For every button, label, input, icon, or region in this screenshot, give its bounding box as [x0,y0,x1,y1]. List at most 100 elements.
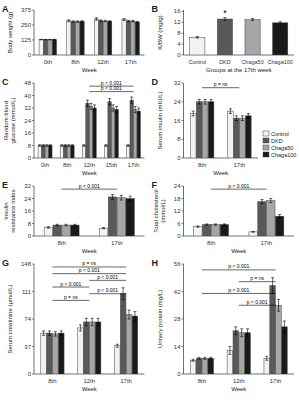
error-bar [129,196,132,201]
error-bar [283,321,286,333]
bar [267,201,275,236]
bar [94,19,98,55]
y-axis [183,83,184,158]
x-tick-label: 8th [198,378,206,384]
y-tick-label: 4 [177,41,181,47]
bracket-label: p < 0.001 [247,299,268,305]
y-axis [34,10,35,55]
error-bar [40,39,43,40]
y-tick-label: 16 [174,118,181,124]
panel: H0142842568th12th17thWeekUrinary protein… [152,258,295,392]
legend-label: Control [271,131,289,137]
y-tick-label: 0 [28,233,32,239]
bracket-label: p < 0.001 [97,287,118,293]
y-tick-label: 28 [174,316,181,322]
legend-label: Chaga50 [271,145,293,151]
bar [82,146,85,159]
bar [245,333,251,374]
y-tick-label: 0 [177,371,181,377]
y-axis-label: Random bloodglucose (mmol/L) [3,97,16,143]
bar [111,108,114,158]
bar [234,118,240,158]
y-axis [34,264,35,374]
bar [220,225,228,236]
bar [202,102,208,158]
x-axis-label: Groups at the 17th week [206,67,272,73]
bar [44,227,52,236]
bar [44,40,48,55]
error-bar [278,215,281,218]
error-bar [234,327,237,335]
y-axis [34,186,35,236]
bar [99,21,103,55]
error-bar [241,116,244,121]
error-bar [192,359,195,361]
error-bar [133,312,136,321]
y-axis-label: Total cholesterol(mmol/L) [153,189,166,232]
bar [42,146,45,159]
error-bar [49,39,52,40]
bar [104,146,107,159]
panel-title: C [2,77,9,87]
error-bar [73,224,76,226]
bar [99,228,107,236]
x-tick-label: 8th [71,59,79,65]
bracket [211,189,266,190]
error-bar [53,39,56,40]
legend-label: DKD [271,138,283,144]
error-bar [76,21,79,22]
bar [131,21,135,55]
bracket [89,280,126,281]
bar [67,146,70,159]
panel: F061218248th17thWeekTotal cholesterol(mm… [152,180,295,254]
error-bar [45,145,48,147]
bar [275,216,283,236]
panel-title: E [2,180,8,190]
y-axis-label-line: (mmol/L) [160,199,166,223]
x-tick-label: 8th [198,162,206,168]
y-tick-label: 24 [24,196,31,202]
error-bar [198,99,201,104]
x-tick-label: 8th [63,162,71,168]
y-axis-label-line: resistance index [10,189,16,232]
y-axis-label-line: Urinary protein (mg/L) [157,290,163,348]
panel-title: G [2,258,9,268]
bar [117,198,125,236]
error-bar [240,329,243,337]
figure: A01252503750th8th12th17thWeekBody weight… [0,0,299,400]
error-bar [196,36,199,38]
x-axis-label: Week [82,248,98,254]
error-bar [271,278,274,294]
error-bar [42,145,45,147]
error-bar [214,224,217,225]
error-bar [44,39,47,40]
error-bar [97,318,100,325]
bar [202,358,208,374]
marks [190,99,251,158]
error-bar [279,22,282,24]
bar [86,103,89,158]
x-tick-label: 17th [128,162,140,168]
y-axis-label: Urinary protein (mg/L) [157,290,163,348]
bar [132,316,138,374]
y-axis [183,10,184,55]
bracket [202,87,239,88]
error-bar [277,299,280,311]
bar [190,113,196,158]
legend-swatch [263,131,269,136]
bar [134,110,137,158]
bar [194,227,202,236]
error-bar [71,145,74,147]
bracket [52,287,89,288]
y-tick-label: 0 [28,371,32,377]
bracket-label: p = ns [250,275,264,281]
error-bar [93,105,96,111]
bracket [202,269,276,270]
bracket [52,300,89,301]
y-tick-label: 40 [24,93,31,99]
error-bar [49,145,52,147]
bracket-label: p < 0.001 [228,287,249,293]
y-tick-label: 14 [174,344,181,350]
bar [38,146,41,159]
bar [41,333,47,374]
